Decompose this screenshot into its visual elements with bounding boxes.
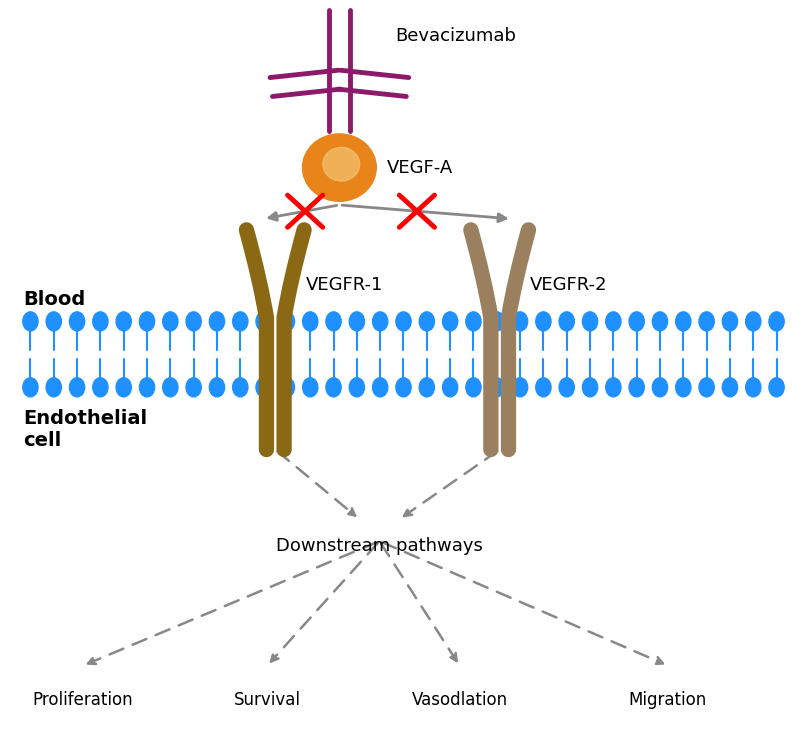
Ellipse shape [512,312,528,331]
Ellipse shape [652,378,667,397]
Ellipse shape [69,378,85,397]
Circle shape [323,148,360,181]
Ellipse shape [46,378,61,397]
Ellipse shape [116,312,132,331]
Ellipse shape [512,378,528,397]
Ellipse shape [23,312,38,331]
Ellipse shape [373,312,388,331]
Ellipse shape [232,312,248,331]
Ellipse shape [140,312,155,331]
Text: VEGFR-2: VEGFR-2 [530,276,608,294]
Ellipse shape [163,378,178,397]
Ellipse shape [769,378,784,397]
Ellipse shape [559,378,575,397]
Ellipse shape [116,378,132,397]
Text: VEGFR-1: VEGFR-1 [306,276,383,294]
Ellipse shape [256,312,271,331]
Ellipse shape [209,312,224,331]
Ellipse shape [326,312,341,331]
Ellipse shape [699,378,714,397]
Ellipse shape [442,312,458,331]
Ellipse shape [606,312,621,331]
Ellipse shape [140,378,155,397]
Ellipse shape [46,312,61,331]
Ellipse shape [629,312,644,331]
Ellipse shape [489,378,504,397]
Ellipse shape [209,378,224,397]
Ellipse shape [442,378,458,397]
Ellipse shape [326,378,341,397]
Ellipse shape [583,312,598,331]
Ellipse shape [163,312,178,331]
Ellipse shape [536,378,551,397]
Ellipse shape [232,378,248,397]
Ellipse shape [675,312,691,331]
Text: Blood: Blood [23,290,85,309]
Ellipse shape [349,312,365,331]
Ellipse shape [746,312,761,331]
Ellipse shape [746,378,761,397]
Ellipse shape [606,378,621,397]
Ellipse shape [303,378,318,397]
Ellipse shape [559,312,575,331]
Ellipse shape [23,378,38,397]
Ellipse shape [652,312,667,331]
Ellipse shape [279,312,295,331]
Circle shape [303,134,376,201]
Ellipse shape [69,312,85,331]
Ellipse shape [722,378,738,397]
Ellipse shape [466,378,481,397]
Text: Bevacizumab: Bevacizumab [395,27,516,45]
Ellipse shape [303,312,318,331]
Text: Proliferation: Proliferation [32,692,133,709]
Ellipse shape [373,378,388,397]
Text: Migration: Migration [629,692,707,709]
Ellipse shape [583,378,598,397]
Text: Vasodlation: Vasodlation [412,692,508,709]
Text: Downstream pathways: Downstream pathways [276,537,483,556]
Ellipse shape [186,312,201,331]
Ellipse shape [699,312,714,331]
Ellipse shape [419,378,434,397]
Ellipse shape [419,312,434,331]
Ellipse shape [629,378,644,397]
Ellipse shape [93,312,108,331]
Ellipse shape [93,378,108,397]
Ellipse shape [396,312,411,331]
Ellipse shape [396,378,411,397]
Ellipse shape [722,312,738,331]
Ellipse shape [466,312,481,331]
Text: VEGF-A: VEGF-A [387,159,454,176]
Text: Survival: Survival [234,692,301,709]
Ellipse shape [186,378,201,397]
Ellipse shape [769,312,784,331]
Ellipse shape [536,312,551,331]
Ellipse shape [279,378,295,397]
Ellipse shape [256,378,271,397]
Text: Endothelial
cell: Endothelial cell [23,410,147,450]
Ellipse shape [675,378,691,397]
Ellipse shape [349,378,365,397]
Ellipse shape [489,312,504,331]
